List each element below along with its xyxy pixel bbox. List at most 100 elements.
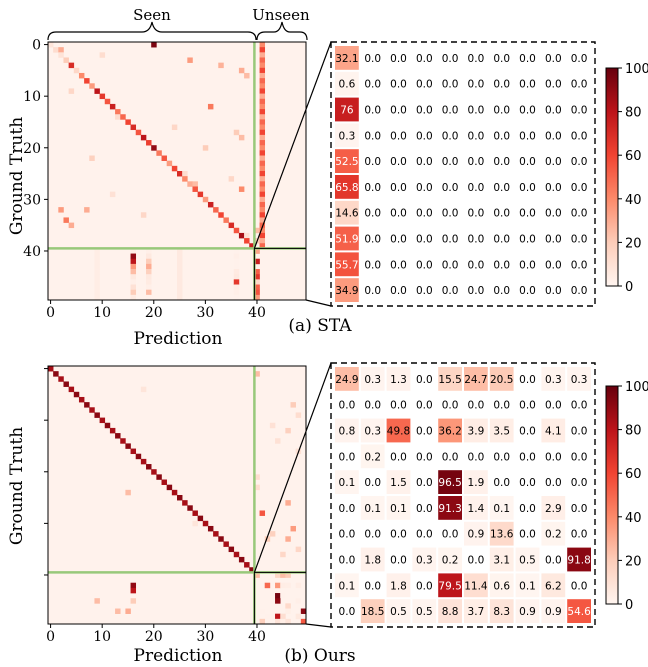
sta-cell — [244, 238, 250, 244]
sta-colorbar-tick-label: 100 — [625, 62, 648, 77]
ours-zoom-value: 0.0 — [571, 451, 588, 463]
ours-zoom-value: 20.5 — [490, 374, 513, 386]
sta-cell — [238, 134, 245, 141]
ours-zoom-value: 0.1 — [339, 477, 356, 489]
ours-zoom-cell — [515, 599, 540, 623]
sta-cell — [244, 72, 250, 79]
sta-cell — [207, 103, 214, 110]
sta-cell — [259, 160, 266, 167]
sta-cell — [259, 227, 266, 234]
ours-zoom-value: 0.0 — [416, 529, 433, 541]
sta-cell — [259, 186, 266, 192]
sta-zoom-value: 0.0 — [519, 79, 536, 91]
sta-cell — [89, 155, 95, 161]
sta-cell — [259, 140, 266, 146]
colorbar-sta: 0 20 40 60 80 100 — [605, 62, 648, 295]
ours-zoom-value: 4.1 — [545, 426, 562, 438]
sta-cell — [254, 269, 260, 275]
sta-zoom-value: 0.0 — [416, 234, 433, 246]
sta-cell — [63, 57, 69, 63]
ours-zoom-value: 0.2 — [545, 529, 562, 541]
ours-zoom-cell — [438, 496, 462, 520]
ours-zoom-source — [253, 571, 307, 625]
sta-zoom-value: 0.0 — [519, 53, 536, 65]
ours-cell — [285, 618, 291, 625]
sta-cell — [187, 57, 193, 63]
ours-cell — [146, 464, 152, 470]
ours-cell — [115, 433, 121, 439]
ours-zoom-cell — [464, 470, 488, 494]
ours-zoom-cell — [567, 547, 591, 572]
ours-zoom-cell — [541, 496, 566, 520]
sta-cell — [130, 258, 137, 265]
ours-zoom-cell — [438, 547, 462, 572]
ours-cell — [53, 371, 59, 377]
ours-frame — [47, 365, 307, 625]
sta-cell — [259, 78, 266, 84]
ours-zoom-cell — [489, 418, 514, 443]
ours-cell — [275, 618, 281, 625]
ours-xtick-label: 0 — [46, 629, 55, 645]
sta-zoom-value: 0.0 — [519, 234, 536, 246]
ours-cell — [285, 603, 291, 609]
ours-cell — [202, 520, 209, 527]
sta-cell — [259, 47, 266, 53]
sta-zoom-value: 0.0 — [364, 156, 381, 168]
sta-zoom-value: 51.9 — [335, 234, 358, 246]
sta-cell — [130, 269, 137, 275]
ours-zoom-cell — [335, 470, 359, 494]
ours-zoom-cell — [335, 418, 359, 443]
ours-zoom-value: 0.0 — [390, 529, 407, 541]
sta-colorbar-bar — [605, 67, 619, 287]
sta-cell — [182, 171, 188, 177]
ours-zoom-cell — [438, 470, 462, 494]
sta-ytick-label: 0 — [32, 38, 41, 54]
sta-colorbar-tick-label: 60 — [625, 149, 642, 164]
sta-zoom-value: 0.0 — [571, 130, 588, 142]
ours-zoom-value: 6.2 — [545, 580, 562, 592]
sta-cell — [109, 191, 116, 198]
ours-zoom-value: 0.0 — [416, 426, 433, 438]
sta-cell — [177, 171, 183, 177]
ours-cell — [125, 489, 131, 496]
ours-zoom-cell — [489, 496, 514, 520]
sta-cell — [94, 279, 100, 285]
xlabel-ours: Prediction — [134, 646, 223, 666]
ours-zoom-value: 1.8 — [364, 555, 381, 567]
ours-zoom-cell — [360, 547, 385, 572]
ours-cell — [285, 536, 291, 542]
ours-zoom-value: 96.5 — [438, 477, 461, 489]
sta-cell — [207, 201, 214, 208]
sta-zoom-cell — [335, 149, 359, 173]
sta-cell — [146, 289, 152, 296]
ours-cell — [151, 469, 157, 475]
ours-zoom-cell — [541, 521, 566, 546]
sta-cell — [94, 258, 100, 265]
ours-zoom-value: 0.1 — [493, 503, 510, 515]
ours-cell — [197, 515, 204, 522]
sta-cell — [259, 52, 266, 58]
ours-zoom-value: 0.0 — [571, 426, 588, 438]
ours-cell — [285, 608, 291, 614]
ours-zoom-value: 0.2 — [442, 555, 459, 567]
sta-cell — [84, 78, 90, 84]
sta-cell — [259, 103, 266, 110]
ours-cell — [73, 391, 80, 398]
ours-zoom-value: 0.9 — [545, 606, 562, 618]
sta-ytick-label: 30 — [23, 192, 41, 208]
ours-zoom-value: 0.1 — [364, 503, 381, 515]
sta-cell — [192, 181, 198, 187]
sta-zoom-value: 0.0 — [545, 234, 562, 246]
sta-cell — [233, 258, 240, 265]
sta-zoom-value: 65.8 — [335, 182, 358, 194]
ours-zoom-value: 3.7 — [468, 606, 485, 618]
sta-cell — [259, 114, 266, 120]
sta-cell — [140, 134, 147, 141]
ours-zoom-value: 0.0 — [364, 529, 381, 541]
ours-zoom-value: 0.0 — [339, 555, 356, 567]
ours-zoom-value: 0.0 — [390, 555, 407, 567]
ours-zoom-value: 0.1 — [339, 580, 356, 592]
ours-zoom-value: 0.0 — [416, 451, 433, 463]
ours-cell — [280, 613, 286, 620]
ours-zoom-cell — [335, 367, 359, 391]
